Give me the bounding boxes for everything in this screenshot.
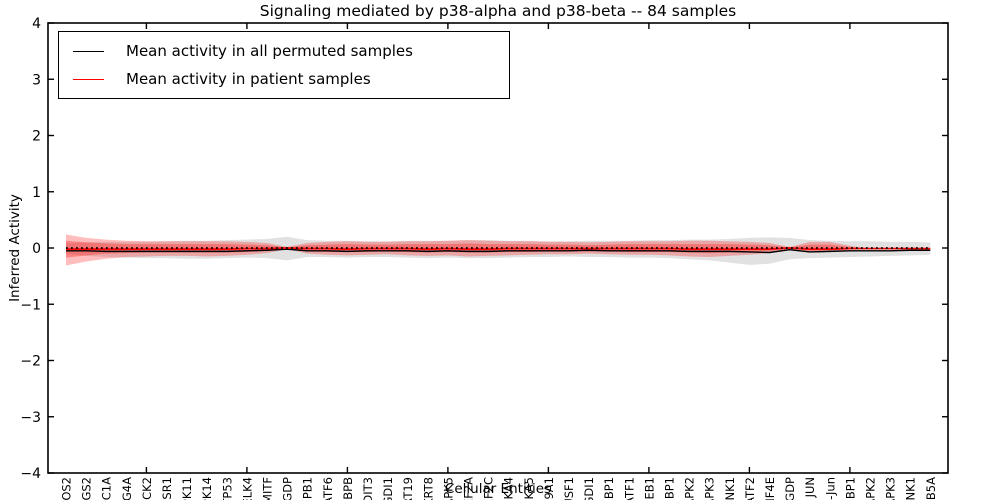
x-category-label: RAB5/GDP/GDI1 <box>582 477 596 500</box>
x-axis-title: Cellular Entities <box>444 481 552 497</box>
x-category-label: ATF6 <box>321 477 335 500</box>
x-category-label: MAPK14 <box>200 477 214 500</box>
x-category-label: MAPKAPK2 <box>864 477 878 500</box>
x-category-label: MKNK1 <box>904 477 918 500</box>
chart-title: Signaling mediated by p38-alpha and p38-… <box>259 2 737 20</box>
x-category-label: CREB1 <box>642 477 656 500</box>
x-category-label: CEBPB <box>341 477 355 500</box>
x-category-label: EIF4E <box>763 477 777 500</box>
y-tick-label: −1 <box>20 297 41 313</box>
x-category-label: DDIT3 <box>361 477 375 500</box>
y-axis-title: Inferred Activity <box>7 194 23 302</box>
x-category-label: ESR1 <box>160 477 174 500</box>
x-category-label: NOS2 <box>60 477 74 500</box>
x-category-label: MAPKAPK5 <box>441 477 455 500</box>
x-category-label: MAPK11 <box>180 477 194 500</box>
y-tick-label: −2 <box>20 354 41 370</box>
x-category-label: PLA2G4A <box>120 477 134 500</box>
x-category-label: SLC9A1 <box>542 477 556 500</box>
x-category-label: JUN <box>803 477 817 498</box>
x-category-label: MEF2C <box>482 477 496 500</box>
x-category-label: p38alpha-beta/MAPKAPK3 <box>703 477 717 500</box>
x-category-label: USF1 <box>562 477 576 500</box>
y-tick-label: 4 <box>32 16 41 32</box>
y-tick-label: 3 <box>32 72 41 88</box>
x-category-label: RPS6KA4 <box>502 477 516 500</box>
x-category-label: p38alpha-beta/MNK1 <box>723 477 737 500</box>
x-category-label: KRT8 <box>421 477 435 500</box>
x-category-label: TP53 <box>220 477 234 500</box>
x-category-label: PTGS2 <box>80 477 94 500</box>
patient-samples-range-outer-band <box>66 234 931 266</box>
x-category-label: PPARGC1A <box>100 477 114 500</box>
legend-entry-patient: Mean activity in patient samples <box>73 70 509 88</box>
x-category-label: RAB5A <box>924 477 938 500</box>
x-category-label: mol:GDP <box>281 477 295 500</box>
x-category-label: p38alpha-beta/HBP1 <box>663 477 677 500</box>
x-category-label: GDI1 <box>381 477 395 500</box>
x-category-label: ELK4 <box>240 477 254 500</box>
x-category-label: p38alpha-beta/CK2 <box>140 477 154 500</box>
legend-entry-permuted: Mean activity in all permuted samples <box>73 42 509 60</box>
x-category-label: RAB5/GDP <box>783 477 797 500</box>
x-category-label: RPS6KA5 <box>522 477 536 500</box>
x-category-label: ATF1 <box>622 477 636 500</box>
y-tick-label: 1 <box>32 185 41 201</box>
x-category-label: KRT19 <box>401 477 415 500</box>
x-category-label: MEF2A <box>462 477 476 500</box>
x-category-label: MITF <box>261 477 275 500</box>
x-category-label: p38alpha-beta/MAPKAPK2 <box>683 477 697 500</box>
x-category-label: ATF2/c-Jun <box>823 477 837 500</box>
x-category-label: EIF4EBP1 <box>602 477 616 500</box>
legend: Mean activity in all permuted samples Me… <box>58 31 510 99</box>
y-tick-label: −3 <box>20 410 41 426</box>
y-tick-label: 0 <box>32 241 41 257</box>
series-line-0 <box>66 248 931 254</box>
x-category-label: HSPB1 <box>301 477 315 500</box>
x-category-label: HBP1 <box>843 477 857 500</box>
x-category-label: MAPKAPK3 <box>884 477 898 500</box>
legend-label-patient: Mean activity in patient samples <box>126 70 371 88</box>
y-tick-label: −4 <box>20 466 41 482</box>
y-tick-label: 2 <box>32 129 41 145</box>
patient-line-sample <box>73 78 104 80</box>
permuted-line-sample <box>73 50 104 52</box>
x-category-label: ATF2 <box>743 477 757 500</box>
legend-label-permuted: Mean activity in all permuted samples <box>126 42 413 60</box>
